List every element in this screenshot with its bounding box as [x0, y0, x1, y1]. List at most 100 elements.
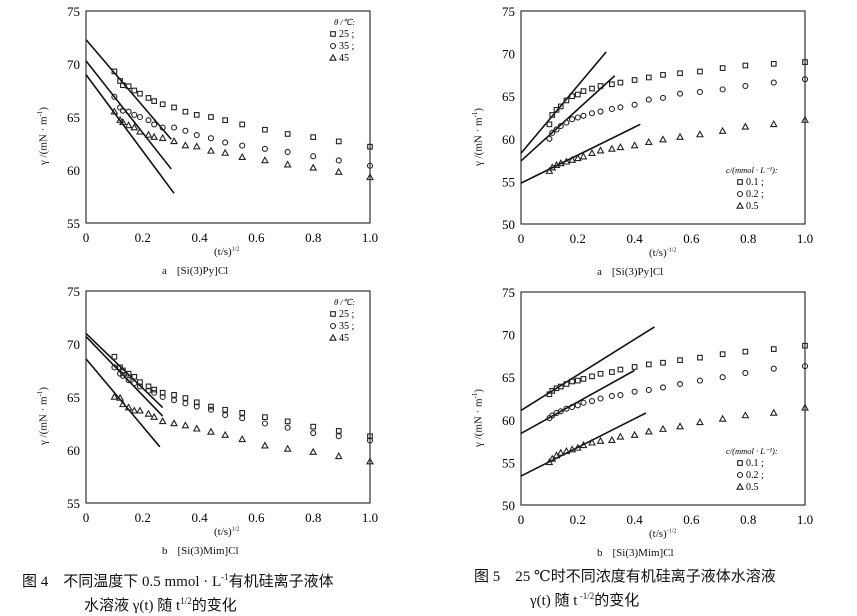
data-point-triangle: [659, 424, 667, 432]
data-point-circle: [261, 145, 268, 152]
x-tick-label: 0.4: [626, 231, 643, 246]
x-tick-label: 0.6: [248, 510, 265, 525]
data-point-circle: [335, 157, 342, 164]
data-point-triangle: [334, 167, 343, 175]
data-point-circle: [284, 424, 291, 431]
data-point-triangle: [769, 119, 778, 128]
legend-label: 35 ;: [339, 321, 355, 332]
data-point-circle: [574, 114, 581, 121]
data-point-triangle: [607, 144, 616, 152]
data-point-circle: [553, 126, 560, 133]
data-point-circle: [182, 127, 189, 134]
data-point-square: [574, 91, 581, 98]
y-tick-label: 75: [67, 4, 80, 19]
data-point-square: [125, 370, 132, 377]
data-point-square: [802, 342, 808, 349]
data-point-triangle: [616, 142, 625, 151]
data-point-triangle: [238, 152, 247, 161]
y-tick-label: 60: [502, 413, 515, 428]
data-point-square: [609, 81, 615, 88]
data-point-square: [557, 103, 564, 110]
data-point-square: [367, 433, 373, 440]
data-point-square: [580, 88, 587, 94]
data-point-triangle: [588, 438, 596, 446]
data-point-triangle: [170, 137, 178, 145]
data-point-triangle: [124, 403, 133, 411]
x-tick-label: 0.4: [191, 230, 208, 245]
x-axis-label: (t/s)-1/2: [649, 247, 677, 259]
data-point-triangle: [150, 412, 159, 420]
data-point-triangle: [144, 409, 153, 417]
data-point-square: [137, 379, 143, 386]
fig5-caption-line2: γ(t) 随 t: [530, 593, 578, 609]
x-tick-label: 0.4: [191, 510, 208, 525]
legend-label: 0.1 ;: [746, 458, 764, 469]
legend-title: θ /℃:: [334, 297, 355, 307]
data-point-triangle: [136, 406, 144, 414]
data-point-square: [208, 114, 214, 120]
data-point-triangle: [158, 133, 167, 141]
data-point-triangle: [644, 137, 653, 145]
data-point-circle: [742, 369, 749, 376]
data-point-triangle: [221, 148, 230, 156]
x-axis-label: (t/s)1/2: [214, 246, 240, 258]
data-point-square: [549, 112, 556, 118]
x-tick-label: 0.2: [135, 230, 151, 245]
data-point-triangle: [130, 406, 139, 414]
data-point-triangle: [221, 430, 230, 438]
data-point-square: [284, 418, 291, 425]
data-point-triangle: [568, 155, 577, 163]
x-tick-label: 1.0: [797, 512, 813, 527]
data-point-triangle: [366, 173, 374, 181]
y-tick-label: 75: [67, 284, 80, 299]
data-point-triangle: [545, 166, 554, 174]
data-point-square: [171, 392, 177, 398]
data-point-circle: [770, 79, 777, 86]
data-point-triangle: [309, 447, 318, 455]
legend-title: θ /℃:: [334, 17, 355, 27]
legend-title: c/(mmol · L⁻¹):: [726, 165, 778, 175]
caption-text: 有机硅离子液体: [228, 574, 334, 590]
data-point-circle: [222, 139, 229, 146]
data-point-square: [111, 353, 118, 360]
data-point-circle: [151, 121, 158, 128]
data-point-square: [145, 95, 152, 101]
legend-label: 0.1 ;: [746, 177, 764, 188]
legend-label: 0.2 ;: [746, 189, 764, 200]
data-point-circle: [239, 415, 246, 422]
data-point-square: [719, 351, 726, 358]
data-point-circle: [597, 108, 604, 115]
data-point-triangle: [545, 458, 554, 466]
data-point-circle: [631, 101, 638, 108]
data-point-triangle: [110, 107, 119, 115]
fig4-caption-line1: 图 4 不同温度下 0.5 mmol · L: [22, 574, 222, 590]
data-point-circle: [207, 135, 215, 142]
y-tick-label: 65: [67, 110, 80, 125]
data-point-square: [239, 121, 246, 128]
data-point-triangle: [644, 427, 653, 435]
data-point-triangle: [116, 393, 125, 401]
data-point-triangle: [769, 408, 778, 416]
data-point-triangle: [801, 115, 809, 123]
x-tick-label: 0.8: [740, 231, 756, 246]
data-point-triangle: [116, 115, 125, 123]
data-point-triangle: [192, 424, 201, 432]
data-point-square: [367, 143, 373, 150]
data-point-triangle: [283, 444, 292, 452]
data-point-circle: [617, 104, 624, 111]
y-tick-label: 75: [502, 285, 515, 300]
fig4-caption-line2: 水溶液 γ(t) 随 t: [84, 598, 181, 614]
legend-marker-circle: [736, 190, 744, 198]
data-point-square: [335, 138, 342, 145]
data-point-triangle: [144, 130, 153, 138]
y-tick-label: 50: [502, 498, 515, 513]
data-point-square: [208, 403, 214, 410]
data-point-square: [742, 62, 749, 69]
data-point-square: [284, 131, 291, 137]
data-point-triangle: [283, 160, 292, 168]
data-point-circle: [193, 131, 200, 139]
data-point-circle: [131, 111, 138, 118]
data-point-square: [719, 65, 726, 71]
data-point-triangle: [158, 417, 167, 425]
data-point-circle: [111, 364, 118, 371]
